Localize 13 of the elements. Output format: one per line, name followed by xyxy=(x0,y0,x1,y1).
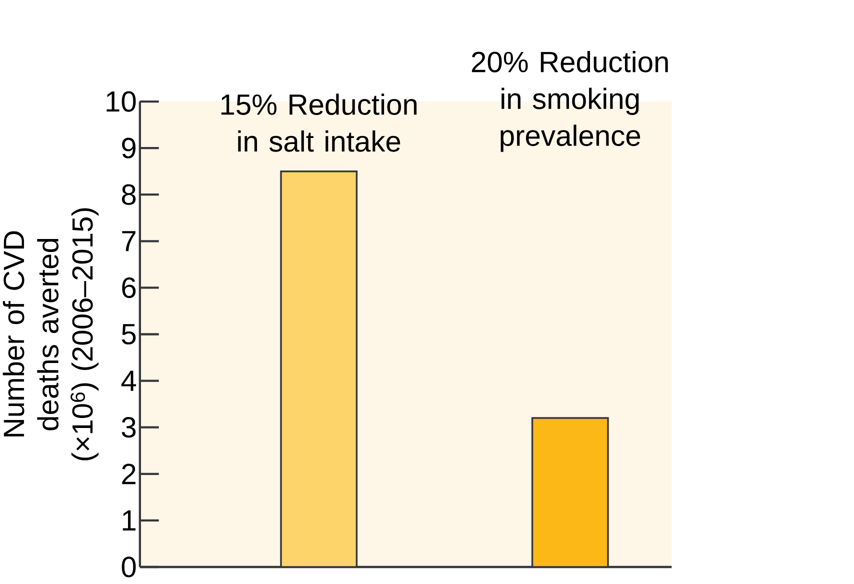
y-tick-label: 0 xyxy=(122,556,136,578)
y-tick-label: 5 xyxy=(122,324,136,344)
y-tick-label: 6 xyxy=(122,277,136,298)
y-tick-label: 7 xyxy=(122,231,136,252)
y-tick-label: 1 xyxy=(122,510,136,530)
y-tick-label: 8 xyxy=(122,184,136,205)
y-tick-label: 10 xyxy=(106,91,136,112)
x-tick-label: 15% Reduction in salt intake xyxy=(221,93,417,152)
y-tick-label: 4 xyxy=(121,370,136,391)
x-tick-label: 20% Reduction in smoking prevalence xyxy=(472,50,668,152)
y-tick-label: 9 xyxy=(122,138,136,158)
y-tick-label: 2 xyxy=(122,464,136,484)
y-tick-label: 3 xyxy=(122,416,136,438)
